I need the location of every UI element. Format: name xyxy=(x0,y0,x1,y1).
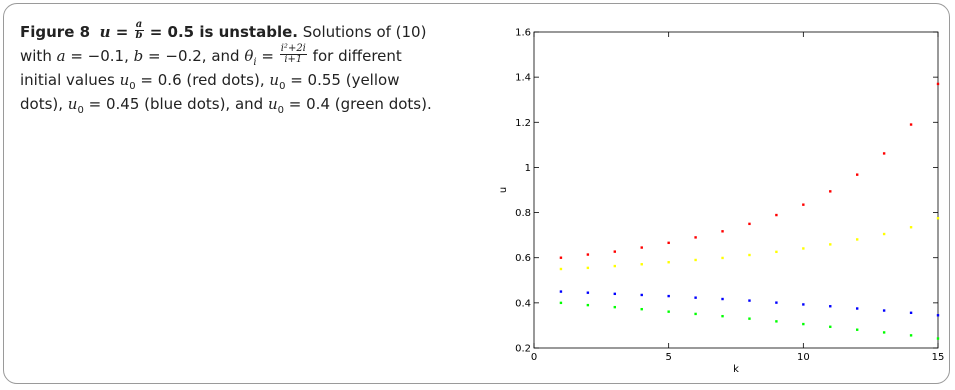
data-point xyxy=(559,256,563,259)
data-point xyxy=(936,82,940,86)
data-point xyxy=(936,337,940,340)
data-point xyxy=(802,247,805,250)
series-3 xyxy=(559,290,940,317)
y-tick-label: 0.8 xyxy=(515,208,531,219)
data-point xyxy=(882,331,886,334)
data-point xyxy=(667,294,670,298)
heading-text: = 0.5 is unstable. xyxy=(149,23,298,41)
data-point xyxy=(829,243,832,246)
y-tick-label: 0.4 xyxy=(515,298,531,309)
data-point xyxy=(748,253,751,257)
figure-label: Figure 8 xyxy=(20,23,91,41)
x-axis-label: k xyxy=(733,364,739,375)
data-point xyxy=(586,253,590,256)
data-point xyxy=(748,317,751,320)
data-point xyxy=(882,232,886,236)
data-point xyxy=(775,213,778,217)
data-point xyxy=(694,258,697,262)
data-point xyxy=(586,303,590,307)
x-tick-label: 10 xyxy=(797,352,810,363)
data-point xyxy=(640,293,643,297)
data-point xyxy=(613,292,616,296)
data-point xyxy=(748,299,751,302)
x-tick-label: 0 xyxy=(531,352,537,363)
data-point xyxy=(694,312,697,316)
y-axis-label: u xyxy=(498,187,509,193)
data-point xyxy=(586,266,590,270)
data-point xyxy=(586,291,590,294)
y-tick-label: 1.2 xyxy=(515,118,531,129)
x-tick-label: 5 xyxy=(665,352,671,363)
data-point xyxy=(909,311,913,314)
data-point xyxy=(775,320,778,323)
green-initial: = 0.4 (green dots). xyxy=(288,95,432,113)
yellow-initial: = 0.55 (yellow xyxy=(290,71,400,89)
heading-variable: u xyxy=(99,23,111,41)
data-point xyxy=(856,238,859,241)
param-b: = −0.2, and xyxy=(148,47,240,65)
series-2 xyxy=(559,217,940,271)
theta-fraction: i²+2i i+1 xyxy=(279,43,307,65)
data-point xyxy=(613,264,616,268)
data-point xyxy=(721,256,724,260)
data-point xyxy=(882,309,886,312)
data-point xyxy=(856,307,859,310)
data-point xyxy=(909,334,913,337)
data-point xyxy=(667,310,670,313)
data-point xyxy=(802,322,805,326)
data-point xyxy=(775,301,778,304)
scatter-chart: 0 5 10 15 0.2 0.4 0.6 0.8 1 1.2 1.4 1.6 k u xyxy=(498,28,945,376)
data-point xyxy=(802,303,805,306)
data-point xyxy=(882,152,886,155)
data-point xyxy=(613,250,616,253)
data-point xyxy=(909,123,913,126)
y-tick-label: 1.6 xyxy=(515,28,531,39)
data-point xyxy=(559,290,563,293)
x-tick-label: 15 xyxy=(932,352,945,363)
data-point xyxy=(721,314,724,318)
plot-area xyxy=(533,31,939,349)
y-tick-label: 0.2 xyxy=(515,344,531,355)
data-point xyxy=(856,173,859,176)
red-initial: = 0.6 (red dots), xyxy=(140,71,265,89)
data-point xyxy=(748,222,751,226)
figure-frame xyxy=(3,3,950,384)
data-point xyxy=(694,236,697,239)
data-point xyxy=(694,296,697,299)
y-tick-label: 1 xyxy=(525,163,531,174)
data-point xyxy=(829,190,832,193)
data-point xyxy=(775,250,778,254)
data-point xyxy=(936,314,940,317)
data-point xyxy=(640,246,643,249)
data-point xyxy=(829,305,832,308)
data-point xyxy=(936,217,940,220)
y-tick-label: 1.4 xyxy=(515,73,531,84)
param-a: = −0.1, xyxy=(70,47,129,65)
y-tick-label: 0.6 xyxy=(515,253,531,264)
data-point xyxy=(856,328,859,331)
data-point xyxy=(667,241,670,245)
data-point xyxy=(802,203,805,206)
data-point xyxy=(640,307,643,311)
data-point xyxy=(721,230,724,233)
caption-line1: Solutions of (10) xyxy=(302,23,427,41)
blue-initial: = 0.45 (blue dots), and xyxy=(88,95,264,113)
data-point xyxy=(559,301,563,305)
data-point xyxy=(640,263,643,266)
data-point xyxy=(559,267,563,271)
data-point xyxy=(829,325,832,328)
data-point xyxy=(721,297,724,301)
data-point xyxy=(909,226,913,229)
data-point xyxy=(613,305,616,309)
data-point xyxy=(667,261,670,264)
series-4 xyxy=(559,301,940,340)
series-1 xyxy=(559,82,940,259)
